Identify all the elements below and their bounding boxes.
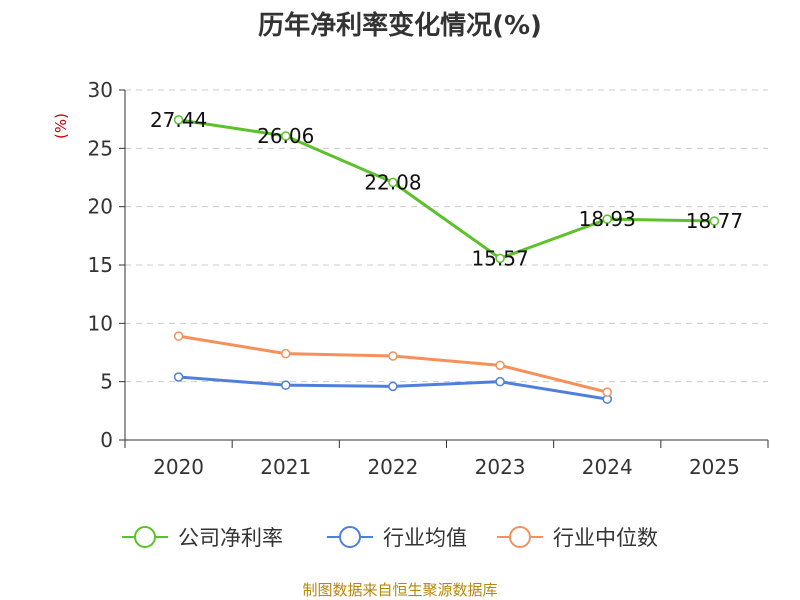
series-line-0	[178, 118, 715, 260]
x-tick-label-2025: 2025	[689, 455, 740, 479]
data-label-2024: 18.93	[579, 207, 636, 231]
axes	[119, 89, 769, 448]
legend-marker-1	[339, 526, 361, 548]
series-2	[173, 331, 612, 397]
legend-item-2[interactable]: 行业中位数	[497, 526, 658, 550]
data-point-0-2024	[602, 214, 612, 224]
x-tick-label-2022: 2022	[367, 455, 418, 479]
series-group: 27.44 26.06 22.08 15.57 18.93 18.77	[150, 108, 743, 404]
legend[interactable]: 公司净利率 行业均值 行业中位数	[122, 526, 658, 550]
legend-label-0: 公司净利率	[178, 526, 283, 550]
legend-item-1[interactable]: 行业均值	[327, 526, 467, 550]
data-point-0-2022	[388, 177, 398, 188]
legend-label-2: 行业中位数	[553, 526, 658, 550]
y-tick-label-15: 15	[88, 253, 113, 277]
data-point-2-2024	[602, 387, 612, 397]
legend-marker-0	[134, 526, 156, 548]
data-label-2022: 22.08	[364, 170, 421, 194]
data-point-2-2020	[173, 331, 184, 341]
grid-lines	[125, 89, 768, 383]
data-point-1-2020	[173, 372, 184, 382]
data-label-2023: 15.57	[471, 246, 528, 270]
y-tick-label-5: 5	[100, 370, 113, 394]
y-tick-label-25: 25	[88, 136, 113, 160]
legend-label-1: 行业均值	[383, 526, 467, 550]
series-0: 27.44 26.06 22.08 15.57 18.93 18.77	[150, 108, 743, 270]
y-axis-ticks: 0 5 10 15 20 25 30	[88, 78, 113, 452]
data-point-0-2021	[281, 131, 291, 141]
data-point-1-2023	[495, 376, 505, 387]
data-label-2020: 27.44	[150, 108, 207, 132]
data-point-0-2025	[709, 216, 720, 226]
data-point-2-2021	[281, 348, 291, 359]
data-point-0-2023	[495, 253, 505, 264]
x-tick-label-2024: 2024	[582, 455, 633, 479]
chart-title: 历年净利率变化情况(%)	[258, 10, 542, 41]
data-point-2-2022	[388, 351, 398, 361]
y-tick-label-20: 20	[88, 195, 113, 219]
data-label-2025: 18.77	[686, 209, 743, 233]
y-tick-label-10: 10	[88, 311, 113, 335]
legend-item-0[interactable]: 公司净利率	[122, 526, 283, 550]
data-point-0-2020	[173, 115, 184, 125]
series-1	[173, 372, 612, 404]
data-source-note: 制图数据来自恒生聚源数据库	[302, 581, 497, 599]
y-tick-label-30: 30	[88, 78, 113, 102]
x-axis-ticks: 2020 2021 2022 2023 2024 2025	[153, 455, 740, 479]
data-point-1-2022	[388, 381, 398, 392]
data-point-2-2023	[495, 360, 505, 371]
x-tick-label-2020: 2020	[153, 455, 204, 479]
x-tick-label-2023: 2023	[475, 455, 526, 479]
y-axis-unit: (%)	[52, 113, 70, 139]
data-label-2021: 26.06	[257, 124, 314, 148]
x-tick-label-2021: 2021	[260, 455, 311, 479]
data-point-1-2021	[281, 380, 291, 390]
legend-marker-2	[509, 526, 531, 548]
y-tick-label-0: 0	[100, 428, 113, 452]
